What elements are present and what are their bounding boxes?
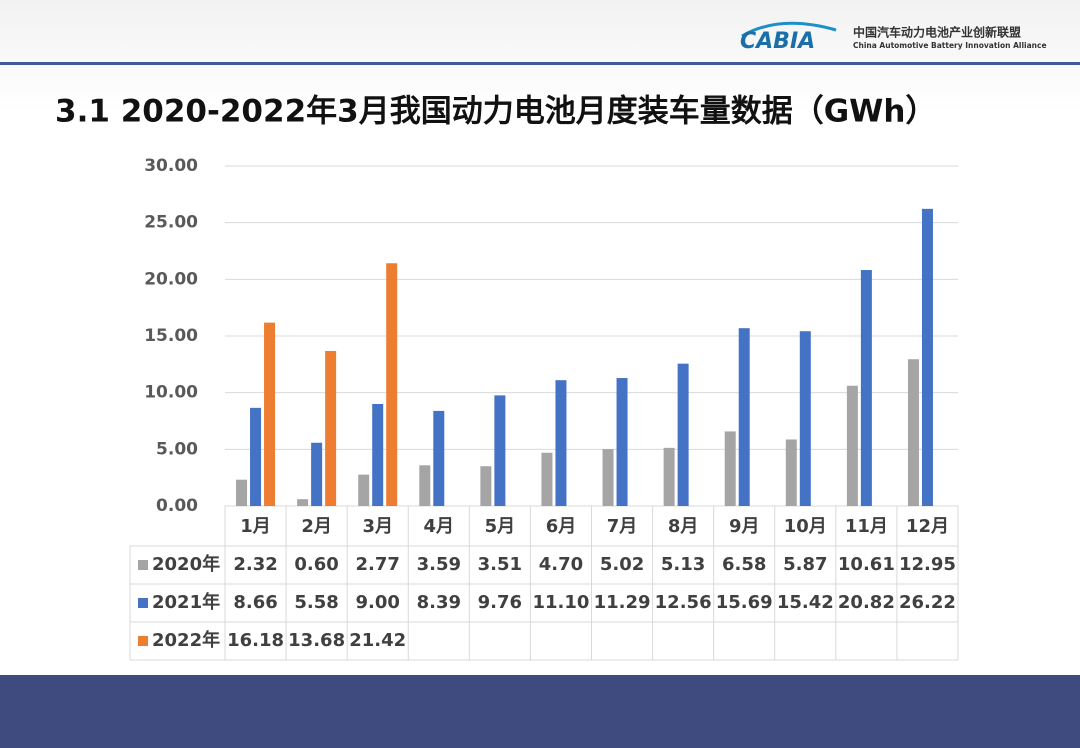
logo: CABIA <box>740 29 815 54</box>
x-tick-label: 7月 <box>607 516 638 537</box>
y-tick-label: 15.00 <box>144 326 198 346</box>
bar <box>250 407 262 506</box>
bar <box>738 328 750 506</box>
x-tick-label: 8月 <box>668 516 699 537</box>
bar <box>541 452 553 506</box>
legend-label: 2021年 <box>152 591 220 613</box>
table-value: 5.87 <box>783 554 827 575</box>
table-value: 21.42 <box>349 630 406 651</box>
y-tick-label: 30.00 <box>144 156 198 176</box>
header-rule <box>0 62 1080 65</box>
x-tick-label: 12月 <box>906 516 949 537</box>
legend-label: 2020年 <box>152 553 220 575</box>
x-tick-label: 3月 <box>362 516 393 537</box>
legend-swatch <box>138 560 148 570</box>
y-tick-label: 25.00 <box>144 213 198 233</box>
table-value: 9.76 <box>478 592 522 613</box>
bar <box>236 479 248 506</box>
table-value: 16.18 <box>227 630 284 651</box>
x-tick-label: 10月 <box>784 516 827 537</box>
footer-band <box>0 675 1080 748</box>
bar <box>311 442 323 506</box>
bar <box>264 322 276 506</box>
table-value: 10.61 <box>838 554 895 575</box>
table-value: 11.10 <box>532 592 589 613</box>
y-tick-label: 0.00 <box>156 496 198 516</box>
y-tick-label: 5.00 <box>156 439 198 459</box>
table-value: 3.51 <box>478 554 522 575</box>
bar <box>724 431 736 506</box>
x-tick-label: 6月 <box>546 516 577 537</box>
bar <box>358 474 370 506</box>
legend-swatch <box>138 598 148 608</box>
bar <box>372 404 384 506</box>
x-tick-label: 5月 <box>485 516 516 537</box>
bar <box>907 359 919 506</box>
y-tick-label: 10.00 <box>144 383 198 403</box>
table-value: 4.70 <box>539 554 583 575</box>
table-value: 12.95 <box>899 554 956 575</box>
table-value: 8.39 <box>417 592 461 613</box>
bar <box>663 447 675 506</box>
x-tick-label: 2月 <box>301 516 332 537</box>
x-tick-label: 11月 <box>845 516 888 537</box>
bar <box>860 270 872 506</box>
table-value: 5.58 <box>294 592 338 613</box>
table-value: 3.59 <box>417 554 461 575</box>
x-tick-label: 1月 <box>240 516 271 537</box>
legend-swatch <box>138 636 148 646</box>
bar <box>419 465 431 506</box>
table-value: 5.13 <box>661 554 705 575</box>
bar <box>433 410 445 506</box>
bar <box>785 439 797 506</box>
bar <box>799 331 811 506</box>
table-value: 11.29 <box>594 592 651 613</box>
chart-title: 3.1 2020-2022年3月我国动力电池月度装车量数据（GWh） <box>55 94 936 130</box>
table-value: 15.69 <box>716 592 773 613</box>
bar <box>325 350 337 506</box>
table-value: 8.66 <box>233 592 277 613</box>
table-value: 13.68 <box>288 630 345 651</box>
bar <box>602 449 614 506</box>
logo-arc <box>741 21 837 38</box>
bar <box>494 395 506 506</box>
bar <box>555 380 567 506</box>
bar <box>846 385 858 506</box>
table-value: 2.32 <box>233 554 277 575</box>
x-tick-label: 9月 <box>729 516 760 537</box>
bar <box>386 263 398 506</box>
org-en: China Automotive Battery Innovation Alli… <box>853 41 1047 50</box>
y-tick-label: 20.00 <box>144 269 198 289</box>
bar <box>921 208 933 506</box>
table-value: 0.60 <box>294 554 338 575</box>
bar <box>616 378 628 506</box>
table-value: 20.82 <box>838 592 895 613</box>
table-value: 26.22 <box>899 592 956 613</box>
bar <box>677 363 689 506</box>
table-value: 9.00 <box>355 592 399 613</box>
table-value: 12.56 <box>655 592 712 613</box>
bar <box>480 466 492 506</box>
table-value: 5.02 <box>600 554 644 575</box>
x-tick-label: 4月 <box>424 516 455 537</box>
legend-label: 2022年 <box>152 629 220 651</box>
table-value: 15.42 <box>777 592 834 613</box>
table-value: 2.77 <box>355 554 399 575</box>
table-value: 6.58 <box>722 554 766 575</box>
bar <box>297 499 309 506</box>
org-cn: 中国汽车动力电池产业创新联盟 <box>853 25 1021 40</box>
